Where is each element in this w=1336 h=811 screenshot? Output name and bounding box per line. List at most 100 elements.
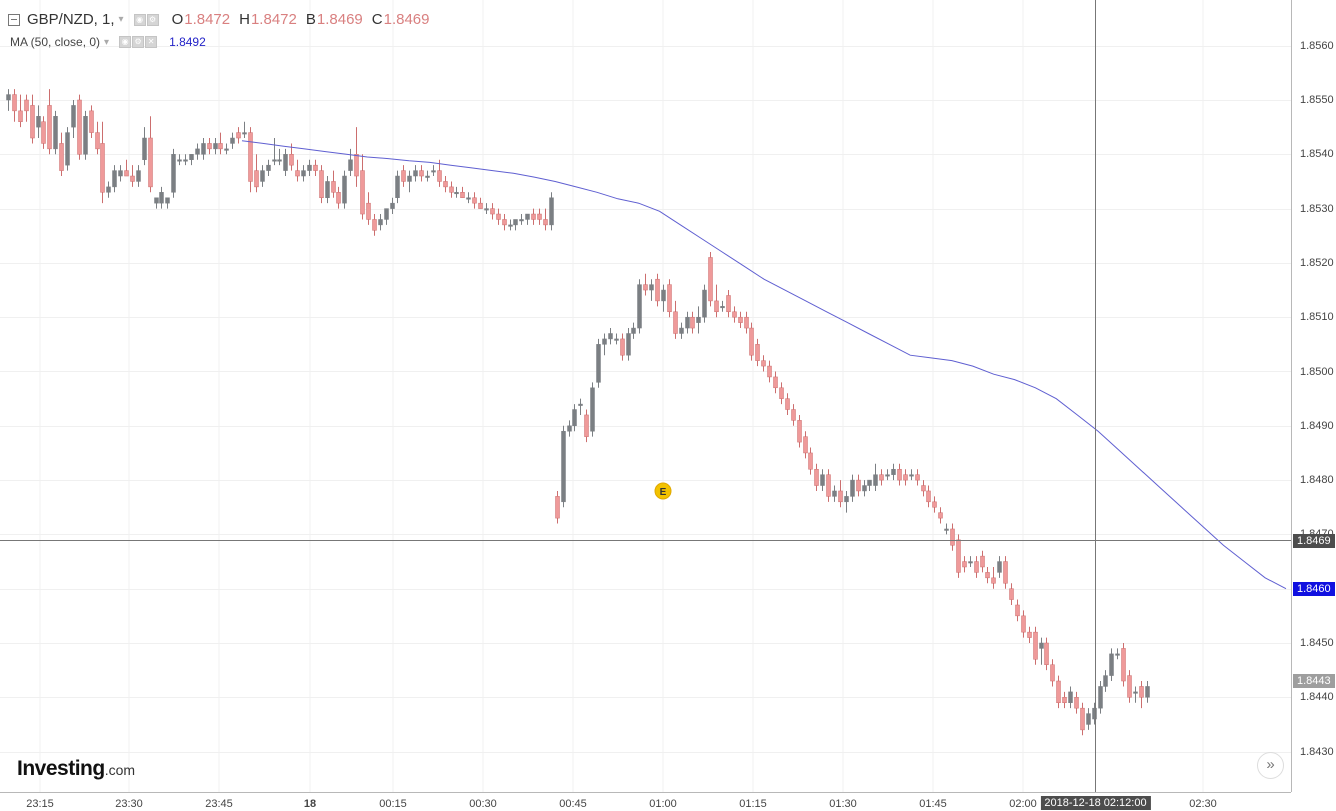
candle-body <box>1068 691 1073 703</box>
candle-body <box>649 284 654 291</box>
eye-icon[interactable]: ◉ <box>119 36 132 48</box>
candle-body <box>567 425 572 432</box>
settings-icon[interactable]: ⚙ <box>132 36 145 48</box>
candle-body <box>1015 604 1020 617</box>
candle-body <box>1145 686 1150 698</box>
candle-body <box>785 398 790 410</box>
candle-body <box>390 202 395 209</box>
candle-body <box>12 94 17 112</box>
settings-icon[interactable]: ⚙ <box>146 13 159 26</box>
candle-body <box>230 137 235 144</box>
candle-body <box>407 175 412 182</box>
candle-body <box>519 219 524 222</box>
candle-body <box>968 561 973 564</box>
candle-body <box>985 572 990 579</box>
candle-body <box>767 365 772 378</box>
candle-body <box>1027 631 1032 638</box>
candle-body <box>655 278 660 302</box>
candle-body <box>696 316 701 323</box>
candle-body <box>791 409 796 421</box>
candle-body <box>1109 653 1114 676</box>
candle-body <box>71 105 76 128</box>
close-icon[interactable]: ✕ <box>145 36 158 48</box>
candle-body <box>36 116 41 128</box>
candle-body <box>254 170 259 188</box>
candle-body <box>1003 561 1008 584</box>
candle-body <box>242 132 247 135</box>
indicator-legend: MA (50, close, 0) ▾ ◉ ⚙ ✕ 1.8492 <box>10 35 206 49</box>
candle-body <box>596 344 601 383</box>
candle-body <box>643 284 648 291</box>
candle-body <box>466 197 471 200</box>
candle-body <box>189 154 194 160</box>
candle-body <box>342 175 347 204</box>
high-value: 1.8472 <box>250 11 297 28</box>
candle-body <box>53 116 58 150</box>
candle-body <box>183 159 188 162</box>
candle-body <box>449 186 454 193</box>
candle-body <box>348 159 353 171</box>
candle-body <box>1086 713 1091 725</box>
crosshair-price-tag: 1.8469 <box>1293 533 1335 548</box>
candle-body <box>844 496 849 503</box>
candle-body <box>277 159 282 162</box>
candle-body <box>578 403 583 406</box>
candle-body <box>100 143 105 193</box>
chevron-down-icon[interactable]: ▾ <box>118 14 124 25</box>
candle-body <box>384 208 389 220</box>
candle-body <box>590 387 595 432</box>
price-tick-label: 1.8430 <box>1300 745 1334 758</box>
candle-body <box>626 333 631 356</box>
price-tick-label: 1.8490 <box>1300 419 1334 432</box>
chevron-down-icon[interactable]: ▾ <box>104 36 110 48</box>
candle-body <box>814 468 819 486</box>
candle-body <box>443 181 448 188</box>
candle-body <box>502 219 507 226</box>
candle-body <box>1062 697 1067 703</box>
candle-body <box>1121 648 1126 682</box>
candle-body <box>921 485 926 492</box>
candle-body <box>171 154 176 193</box>
price-tick-label: 1.8440 <box>1300 691 1334 704</box>
price-tick-label: 1.8480 <box>1300 474 1334 487</box>
candle-body <box>1056 680 1061 703</box>
candle-body <box>720 306 725 309</box>
candle-body <box>1080 707 1085 731</box>
time-tick-label: 00:45 <box>559 798 587 810</box>
candle-body <box>478 202 483 209</box>
eye-icon[interactable]: ◉ <box>133 13 146 26</box>
candle-body <box>862 485 867 492</box>
candle-body <box>690 316 695 329</box>
candle-body <box>543 219 548 226</box>
candle-body <box>755 344 760 361</box>
candle-body <box>148 137 153 188</box>
time-tick-label: 00:15 <box>379 798 407 810</box>
candle-body <box>744 316 749 329</box>
candle-body <box>903 474 908 481</box>
candle-body <box>1074 697 1079 709</box>
event-marker[interactable] <box>654 482 672 500</box>
candle-body <box>454 192 459 195</box>
candle-body <box>336 192 341 204</box>
candle-body <box>419 170 424 177</box>
candle-body <box>360 170 365 215</box>
event-marker-label: E <box>660 487 667 498</box>
candle-body <box>372 219 377 231</box>
candle-body <box>714 300 719 313</box>
price-tick-label: 1.8500 <box>1300 365 1334 378</box>
collapse-icon[interactable] <box>8 13 20 26</box>
candle-body <box>301 170 306 177</box>
candle-body <box>41 121 46 144</box>
candle-body <box>1139 686 1144 698</box>
candle-body <box>425 175 430 178</box>
candle-body <box>826 474 831 497</box>
open-value: 1.8472 <box>184 11 231 28</box>
candle-body <box>1127 675 1132 698</box>
candle-body <box>1009 588 1014 600</box>
ma-line <box>241 140 1287 590</box>
symbol-legend: GBP/NZD, 1, ▾ ◉ ⚙ O 1.8472 H 1.8472 B 1.… <box>8 11 430 28</box>
candle-body <box>531 213 536 220</box>
candle-body <box>95 132 100 150</box>
scroll-to-latest-button[interactable]: » <box>1257 752 1284 779</box>
